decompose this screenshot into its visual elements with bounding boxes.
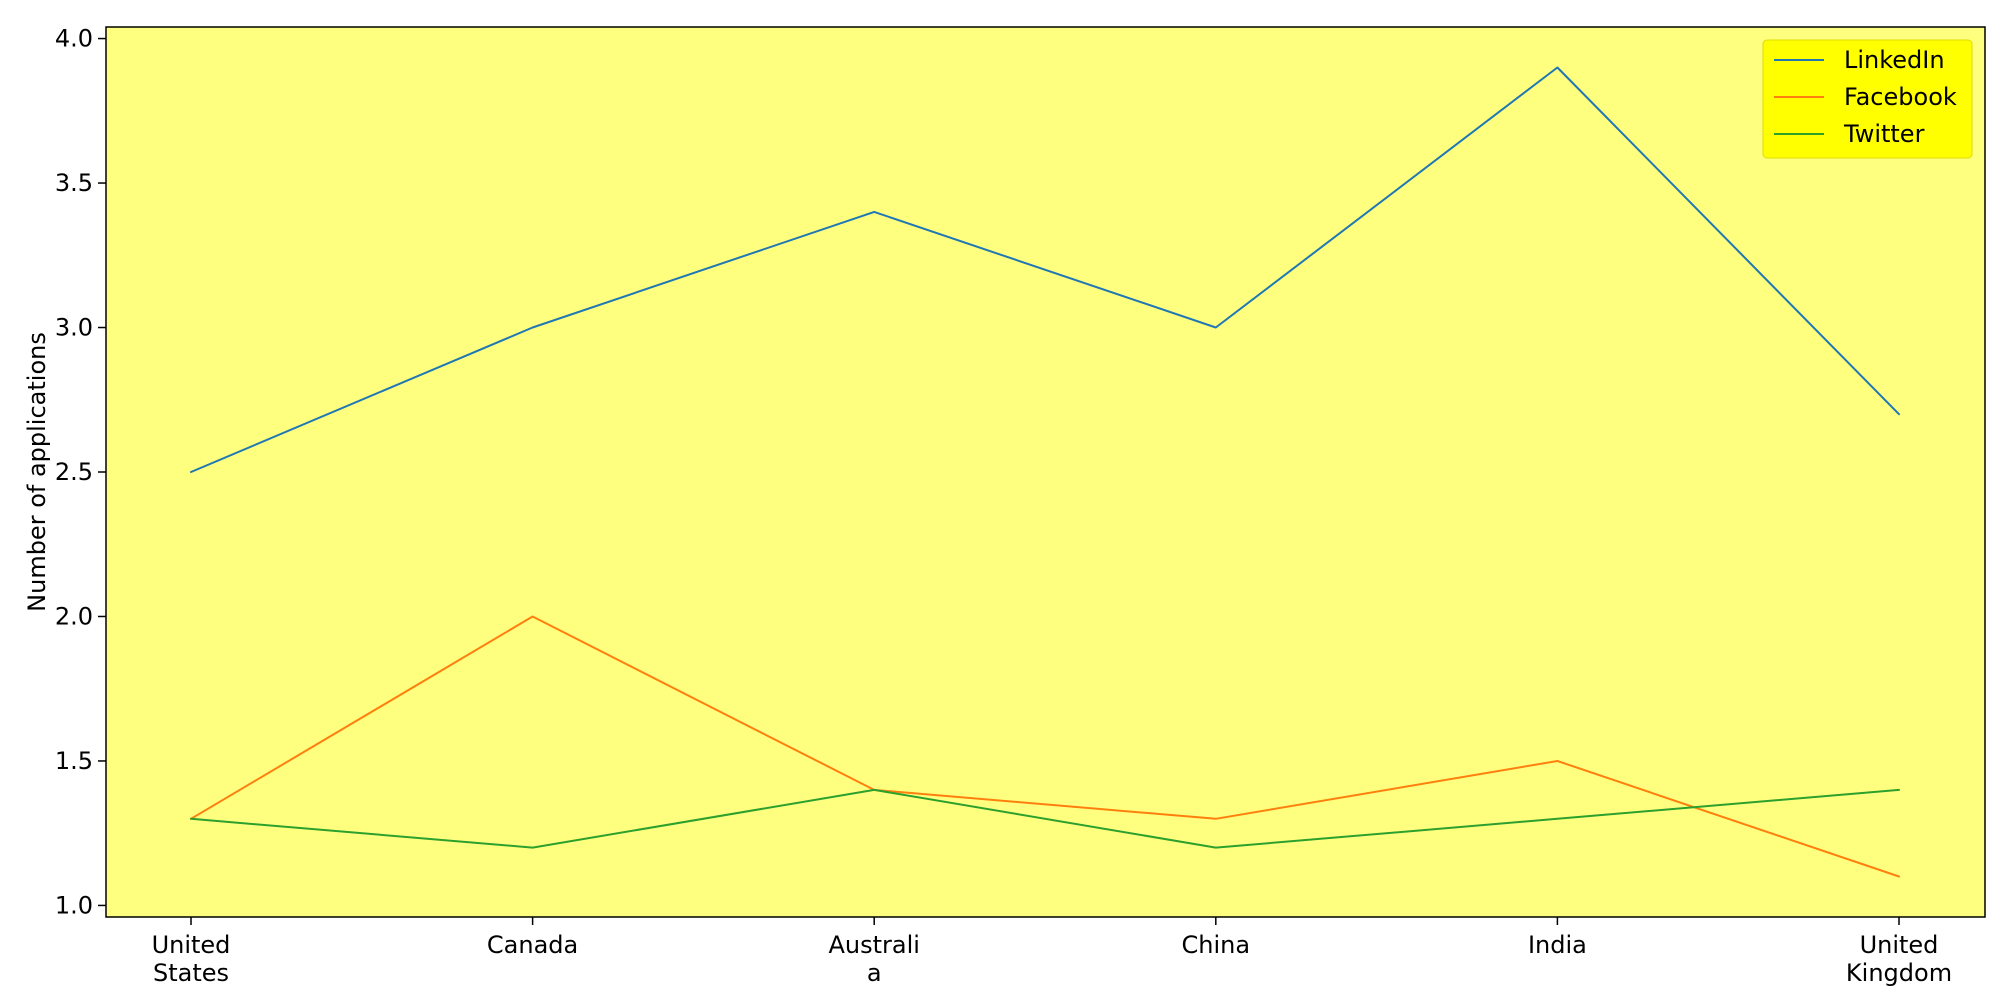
x-tick-label: States [153, 959, 229, 987]
y-tick-label: 2.5 [55, 458, 93, 486]
x-tick-label: a [867, 959, 882, 987]
series-line-facebook [190, 615, 1900, 878]
x-tick-label: Kingdom [1846, 959, 1952, 987]
y-tick-label: 1.5 [55, 747, 93, 775]
y-tick-label: 4.0 [55, 25, 93, 53]
legend-label-facebook: Facebook [1844, 83, 1957, 111]
x-tick-label: China [1182, 931, 1251, 959]
legend: LinkedIn Facebook Twitter [1762, 39, 1973, 159]
series-line-linkedin [190, 66, 1900, 473]
y-tick-label: 2.0 [55, 602, 93, 630]
y-tick-label: 3.0 [55, 314, 93, 342]
x-tick-label: United [152, 931, 231, 959]
x-tick-label: Australi [828, 931, 919, 959]
legend-label-twitter: Twitter [1843, 120, 1925, 148]
y-tick-label: 1.0 [55, 891, 93, 919]
y-tick-label: 3.5 [55, 169, 93, 197]
x-tick-label: India [1528, 931, 1587, 959]
plot-area [106, 27, 1985, 917]
x-tick-label: Canada [487, 931, 578, 959]
legend-label-linkedin: LinkedIn [1844, 46, 1945, 74]
legend-box [1762, 39, 1973, 159]
x-tick-label: United [1860, 931, 1939, 959]
series-line-twitter [190, 788, 1900, 849]
series-layer [190, 66, 1900, 878]
y-axis-title: Number of applications [23, 332, 51, 612]
